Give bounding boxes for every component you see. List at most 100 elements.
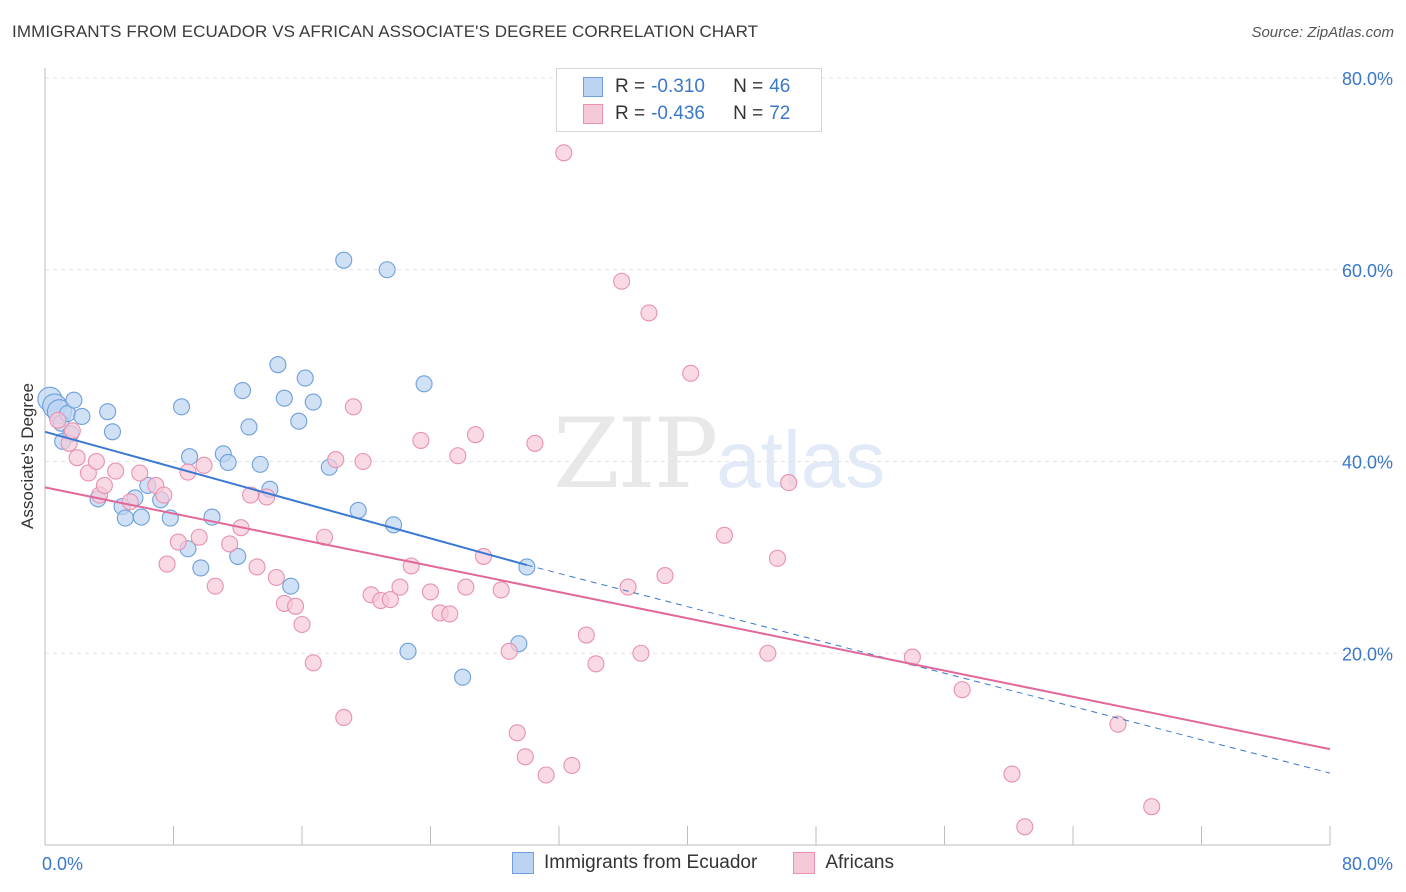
- africans-point: [190, 528, 208, 546]
- legend-item-ecuador[interactable]: Immigrants from Ecuador: [512, 852, 757, 874]
- africans-point: [526, 434, 544, 452]
- africans-point: [206, 577, 224, 595]
- correlation-legend: R = -0.310 N = 46 R = -0.436 N = 72: [556, 68, 822, 132]
- ecuador-point: [103, 423, 122, 441]
- y-tick-label: 20.0%: [1342, 644, 1393, 664]
- africans-point: [248, 558, 266, 576]
- africans-point: [508, 724, 526, 742]
- ecuador-point: [234, 382, 252, 400]
- source-label: Source: ZipAtlas.com: [1251, 24, 1394, 41]
- ecuador-point: [304, 393, 322, 411]
- africans-point: [759, 644, 777, 662]
- ecuador-point: [240, 418, 258, 436]
- x-tick-label: 0.0%: [42, 854, 83, 874]
- ecuador-point: [335, 251, 353, 269]
- legend-swatch-africans: [793, 852, 816, 874]
- legend-label-africans: Africans: [825, 852, 894, 873]
- africans-point: [169, 533, 187, 551]
- africans-point: [195, 456, 213, 474]
- africans-point: [354, 452, 372, 471]
- africans-point: [563, 756, 581, 774]
- africans-point: [304, 654, 322, 672]
- africans-point: [1143, 798, 1161, 816]
- africans-point: [293, 615, 311, 634]
- ecuador-point: [296, 369, 314, 387]
- africans-point: [449, 447, 467, 465]
- ecuador-point: [181, 448, 199, 466]
- ecuador-point: [229, 547, 247, 565]
- africans-point: [613, 272, 631, 290]
- legend-label-ecuador: Immigrants from Ecuador: [544, 852, 758, 873]
- legend-swatch-ecuador: [512, 852, 535, 874]
- africans-point: [121, 493, 139, 511]
- africans-point: [421, 583, 440, 601]
- ecuador-point: [65, 391, 83, 409]
- legend-row-africans: R = -0.436 N = 72: [583, 102, 790, 126]
- africans-point: [267, 568, 285, 587]
- africans-point: [587, 655, 605, 673]
- n-value: 72: [769, 103, 791, 124]
- africans-point: [335, 708, 353, 727]
- africans-point: [656, 567, 674, 585]
- n-label: N =: [733, 103, 764, 124]
- n-label: N =: [733, 76, 764, 97]
- ecuador-point: [251, 455, 269, 473]
- africans-point: [457, 578, 475, 596]
- ecuador-point: [99, 403, 117, 421]
- africans-point: [158, 555, 176, 573]
- watermark-atlas: atlas: [716, 415, 886, 504]
- africans-point: [715, 526, 733, 544]
- legend-swatch-ecuador: [583, 77, 603, 97]
- ecuador-point: [282, 577, 300, 595]
- x-tick-label: 80.0%: [1342, 854, 1393, 874]
- ecuador-point: [415, 375, 433, 393]
- watermark-logo: ZIPatlas: [553, 398, 885, 510]
- africans-point: [327, 451, 345, 469]
- africans-trend-line: [44, 486, 1331, 751]
- africans-point: [1003, 765, 1021, 783]
- ecuador-point: [219, 453, 237, 472]
- africans-point: [63, 422, 81, 440]
- y-tick-label: 60.0%: [1342, 261, 1393, 281]
- africans-point: [1016, 818, 1034, 836]
- ecuador-point: [73, 407, 91, 425]
- africans-point: [537, 766, 555, 784]
- africans-point: [95, 476, 113, 495]
- africans-point: [555, 144, 573, 162]
- africans-point: [381, 591, 399, 609]
- africans-point: [221, 535, 239, 553]
- legend-swatch-africans: [583, 104, 603, 124]
- data-points: [37, 144, 1161, 836]
- ecuador-point: [275, 389, 293, 407]
- y-axis-label: Associate's Degree: [18, 383, 37, 529]
- gridlines: [45, 77, 1393, 654]
- africans-point: [619, 578, 637, 596]
- africans-point: [68, 449, 86, 467]
- legend-item-africans[interactable]: Africans: [793, 852, 894, 874]
- africans-point: [391, 578, 409, 596]
- africans-point: [516, 748, 534, 766]
- axes: [44, 68, 1331, 846]
- legend-row-ecuador: R = -0.310 N = 46: [583, 75, 790, 99]
- africans-point: [577, 626, 595, 644]
- watermark-zip: ZIP: [553, 398, 718, 510]
- africans-point: [632, 644, 650, 662]
- r-label: R =: [615, 76, 646, 97]
- tick-labels: 20.0% 40.0% 60.0% 80.0% 0.0% 80.0%: [42, 69, 1393, 874]
- africans-point: [49, 411, 67, 429]
- africans-point: [466, 426, 485, 444]
- ecuador-point: [172, 398, 191, 416]
- africans-point: [131, 464, 149, 482]
- africans-point: [441, 605, 459, 623]
- ecuador-point: [454, 668, 472, 686]
- africans-point: [107, 462, 125, 480]
- r-value: -0.436: [651, 103, 705, 124]
- ecuador-trend-extension: [526, 564, 1331, 774]
- series-legend: Immigrants from Ecuador Africans: [0, 852, 1406, 874]
- chart-title: IMMIGRANTS FROM ECUADOR VS AFRICAN ASSOC…: [12, 22, 759, 41]
- africans-point: [780, 474, 798, 492]
- africans-point: [1109, 715, 1127, 733]
- y-tick-label: 80.0%: [1342, 69, 1393, 89]
- africans-point: [640, 304, 658, 322]
